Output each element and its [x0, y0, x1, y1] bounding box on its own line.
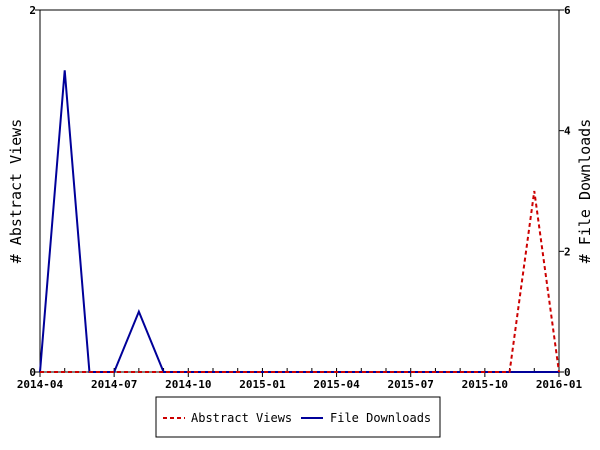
- legend: Abstract Views File Downloads: [155, 396, 441, 438]
- x-tick-label: 2015-07: [388, 378, 434, 391]
- x-tick-label: 2015-10: [462, 378, 508, 391]
- legend-label-abstract-views: Abstract Views: [191, 411, 292, 425]
- series-layer: [39, 70, 560, 373]
- y-left-tick-label: 2: [29, 4, 36, 17]
- x-tick-label: 2014-10: [165, 378, 211, 391]
- legend-box: [155, 396, 441, 438]
- y-right-tick-label: 0: [564, 366, 571, 379]
- x-tick-label: 2014-07: [91, 378, 137, 391]
- y-axis-left-title: # Abstract Views: [7, 119, 25, 264]
- y-right-tick-label: 2: [564, 245, 571, 258]
- legend-label-file-downloads: File Downloads: [330, 411, 431, 425]
- y-axis-right: 0 2 4 6: [559, 4, 571, 379]
- y-right-tick-label: 4: [564, 125, 571, 138]
- x-tick-label: 2014-04: [17, 378, 64, 391]
- y-axis-left: 02: [29, 4, 40, 379]
- y-axis-right-title: # File Downloads: [576, 119, 594, 264]
- plot-frame: [39, 9, 560, 373]
- x-tick-label: 2015-04: [313, 378, 360, 391]
- x-tick-label: 2016-01: [536, 378, 583, 391]
- y-left-tick-label: 0: [29, 366, 36, 379]
- y-right-tick-label: 6: [564, 4, 571, 17]
- x-tick-label: 2015-01: [239, 378, 286, 391]
- series-line-abstract-views: [40, 190, 560, 373]
- x-axis: 2014-04 2014-07 2014-10 2015-01 2015-04 2015-…: [17, 368, 583, 391]
